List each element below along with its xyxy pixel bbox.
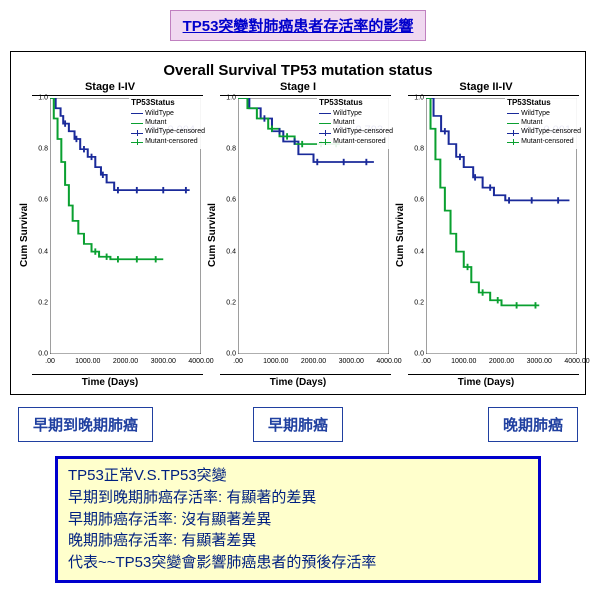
km-panel: Stage I Cum Survival TP53Status WildType… <box>205 81 391 388</box>
legend-title: TP53Status <box>131 98 205 108</box>
panel-subtitle: Stage I <box>205 81 391 93</box>
panel-label: 晚期肺癌 <box>488 407 578 442</box>
chart-main-title: Overall Survival TP53 mutation status <box>17 62 579 79</box>
km-panel: Stage II-IV Cum Survival TP53Status Wild… <box>393 81 579 388</box>
panel-label: 早期肺癌 <box>253 407 343 442</box>
summary-line: 早期到晚期肺癌存活率: 有顯著的差異 <box>68 487 528 509</box>
summary-line: TP53正常V.S.TP53突變 <box>68 465 528 487</box>
summary-line: 代表~~TP53突變會影響肺癌患者的預後存活率 <box>68 552 528 574</box>
summary-box: TP53正常V.S.TP53突變早期到晚期肺癌存活率: 有顯著的差異早期肺癌存活… <box>55 456 541 583</box>
legend: TP53Status WildType Mutant WildType-cens… <box>505 96 583 149</box>
summary-line: 晚期肺癌存活率: 有顯著差異 <box>68 530 528 552</box>
panel-label: 早期到晚期肺癌 <box>18 407 153 442</box>
panel-labels-row: 早期到晚期肺癌 早期肺癌 晚期肺癌 <box>10 407 586 442</box>
y-axis-label: Cum Survival <box>205 95 220 375</box>
legend: TP53Status WildType Mutant WildType-cens… <box>317 96 395 149</box>
page-title: TP53突變對肺癌患者存活率的影響 <box>170 10 427 41</box>
legend-title: TP53Status <box>507 98 581 108</box>
x-axis-label: Time (Days) <box>205 377 391 388</box>
x-axis-label: Time (Days) <box>17 377 203 388</box>
panel-subtitle: Stage I-IV <box>17 81 203 93</box>
x-axis-label: Time (Days) <box>393 377 579 388</box>
km-panel: Stage I-IV Cum Survival TP53Status WildT… <box>17 81 203 388</box>
y-axis-label: Cum Survival <box>393 95 408 375</box>
legend-title: TP53Status <box>319 98 393 108</box>
chart-container: Overall Survival TP53 mutation status St… <box>10 51 586 395</box>
y-axis-label: Cum Survival <box>17 95 32 375</box>
legend: TP53Status WildType Mutant WildType-cens… <box>129 96 207 149</box>
panels-row: Stage I-IV Cum Survival TP53Status WildT… <box>17 81 579 388</box>
summary-line: 早期肺癌存活率: 沒有顯著差異 <box>68 509 528 531</box>
panel-subtitle: Stage II-IV <box>393 81 579 93</box>
